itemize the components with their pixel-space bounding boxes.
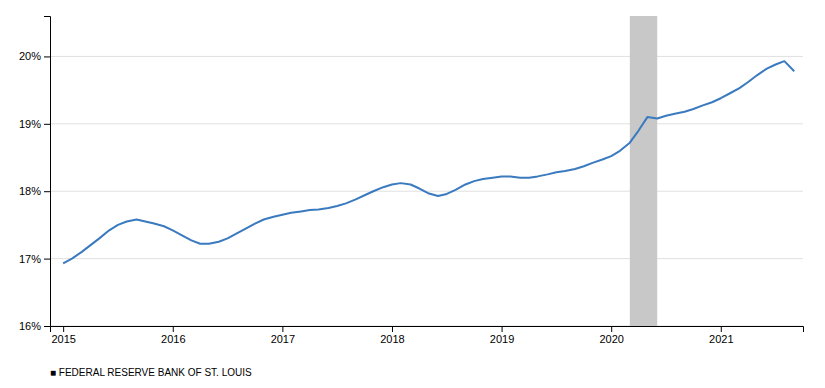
- x-tick: 2019: [490, 326, 514, 345]
- x-tick-label: 2016: [161, 333, 185, 345]
- y-axis: 16% 17% 18% 19% 20%: [19, 17, 51, 333]
- y-axis-line: [44, 17, 51, 327]
- x-tick-mark: [611, 326, 612, 332]
- marks: [63, 16, 794, 326]
- y-tick-label: 17%: [19, 253, 41, 265]
- x-axis-line: [51, 327, 804, 333]
- chart: 2015 2016 2017 2018 2019 2020 2021 16% 17% 18% 19%…: [0, 0, 825, 388]
- grid-line: [50, 123, 803, 124]
- y-tick-label: 18%: [19, 185, 41, 197]
- x-tick: 2018: [380, 326, 404, 345]
- x-tick-label: 2020: [599, 333, 623, 345]
- footer-text: ■ FEDERAL RESERVE BANK OF ST. LOUIS: [50, 367, 252, 378]
- y-tick: 17%: [19, 253, 50, 265]
- y-tick-mark: [44, 326, 50, 327]
- grid-line: [50, 56, 803, 57]
- y-tick-label: 16%: [19, 320, 41, 332]
- x-tick: 2017: [271, 326, 295, 345]
- x-tick-label: 2018: [380, 333, 404, 345]
- y-tick-label: 19%: [19, 118, 41, 130]
- line: [63, 61, 794, 263]
- x-tick-mark: [173, 326, 174, 332]
- y-tick: 19%: [19, 118, 50, 130]
- y-tick-mark: [44, 124, 50, 125]
- x-axis: 2015 2016 2017 2018 2019 2020 2021: [51, 326, 804, 345]
- y-tick-mark: [44, 191, 50, 192]
- x-tick-mark: [502, 326, 503, 332]
- x-tick-label: 2015: [51, 333, 75, 345]
- x-tick: 2015: [51, 326, 75, 345]
- y-tick: 20%: [19, 50, 50, 62]
- x-tick-mark: [282, 326, 283, 332]
- x-tick: 2021: [709, 326, 733, 345]
- x-tick-mark: [392, 326, 393, 332]
- x-tick: 2016: [161, 326, 185, 345]
- x-tick-mark: [63, 326, 64, 332]
- shaded-region: [630, 16, 657, 326]
- x-tick-label: 2021: [709, 333, 733, 345]
- y-tick: 18%: [19, 185, 50, 197]
- x-tick: 2020: [599, 326, 623, 345]
- y-tick-mark: [44, 259, 50, 260]
- x-tick-label: 2019: [490, 333, 514, 345]
- x-tick-label: 2017: [271, 333, 295, 345]
- y-tick: 16%: [19, 320, 50, 332]
- plot-area: 2015 2016 2017 2018 2019 2020 2021 16% 17% 18% 19%…: [19, 16, 804, 345]
- x-tick-mark: [721, 326, 722, 332]
- y-tick-mark: [44, 56, 50, 57]
- grid: [50, 56, 803, 326]
- y-tick-label: 20%: [19, 50, 41, 62]
- grid-line: [50, 258, 803, 259]
